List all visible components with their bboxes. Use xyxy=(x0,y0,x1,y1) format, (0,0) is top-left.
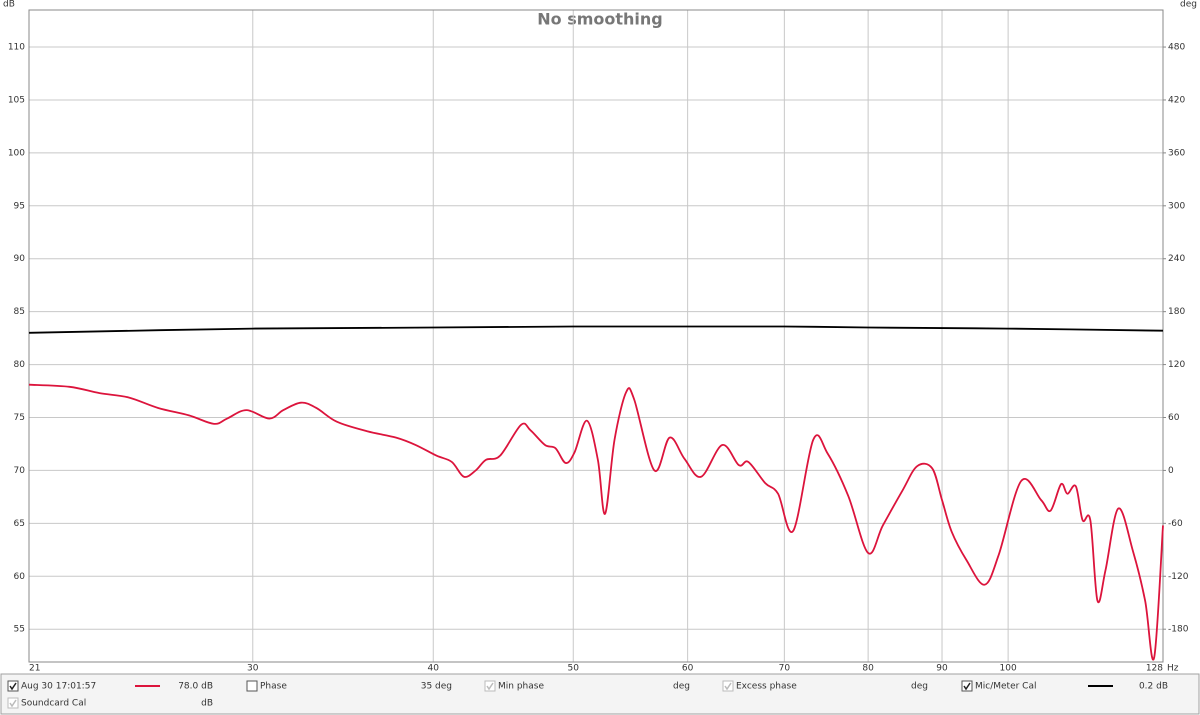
check-mark xyxy=(9,699,17,708)
checkbox[interactable] xyxy=(246,680,258,692)
y-tick-label: 80 xyxy=(14,360,26,370)
y2-tick-label: -120 xyxy=(1168,572,1189,582)
plot-frame xyxy=(28,9,1164,663)
y-tick-label: 105 xyxy=(8,95,25,105)
control-label: Excess phase xyxy=(736,682,797,692)
x-tick-label: 40 xyxy=(428,664,440,674)
control-readout: deg xyxy=(673,682,690,692)
x-tick-label: 50 xyxy=(568,664,580,674)
y2-tick-label: 60 xyxy=(1168,413,1180,423)
control-readout: dB xyxy=(201,699,213,709)
y2-tick-label: -180 xyxy=(1168,625,1189,635)
series-line xyxy=(28,383,1164,661)
x-tick-label: 80 xyxy=(862,664,874,674)
y-tick-label: 110 xyxy=(8,43,25,53)
y-tick-label: 70 xyxy=(14,466,26,476)
y2-axis-label: deg xyxy=(1180,0,1197,10)
check-mark xyxy=(724,682,732,691)
y2-tick-label: 0 xyxy=(1168,466,1174,476)
y-tick-label: 90 xyxy=(14,254,26,264)
y-tick-label: 95 xyxy=(14,201,25,211)
checkbox[interactable] xyxy=(961,680,973,692)
y2-tick-label: -60 xyxy=(1168,519,1183,529)
x-tick-label: 90 xyxy=(936,664,948,674)
y2-tick-label: 420 xyxy=(1168,95,1185,105)
legend-label: Mic/Meter Cal xyxy=(975,682,1036,692)
x-tick-label: 70 xyxy=(779,664,791,674)
x-tick-label: 30 xyxy=(247,664,259,674)
legend-panel xyxy=(0,673,1200,715)
checkbox xyxy=(7,697,19,709)
series-line xyxy=(28,325,1164,334)
legend-readout: 78.0 dB xyxy=(178,682,213,692)
control-readout: 35 deg xyxy=(421,682,452,692)
y-tick-label: 100 xyxy=(8,148,25,158)
legend-label: Aug 30 17:01:57 xyxy=(21,682,96,692)
y-tick-label: 65 xyxy=(14,519,25,529)
x-tick-label: 60 xyxy=(682,664,694,674)
control-label: Soundcard Cal xyxy=(21,699,86,709)
y2-tick-label: 360 xyxy=(1168,148,1185,158)
y-tick-label: 55 xyxy=(14,625,25,635)
control-label: Min phase xyxy=(498,682,544,692)
check-mark xyxy=(486,682,494,691)
checkbox[interactable] xyxy=(7,680,19,692)
x-tick-label: 128 xyxy=(1146,664,1163,674)
x-tick-label: 21 xyxy=(29,664,40,674)
chart-title: No smoothing xyxy=(537,10,663,29)
y-tick-label: 60 xyxy=(14,572,26,582)
control-readout: deg xyxy=(911,682,928,692)
x-axis-label: Hz xyxy=(1167,664,1179,674)
check-mark xyxy=(9,682,17,691)
checkbox xyxy=(722,680,734,692)
y2-tick-label: 300 xyxy=(1168,201,1185,211)
y2-tick-label: 120 xyxy=(1168,360,1185,370)
x-tick-label: 100 xyxy=(1000,664,1017,674)
legend-readout: 0.2 dB xyxy=(1139,682,1168,692)
y-axis-label: dB xyxy=(3,0,15,10)
y2-tick-label: 180 xyxy=(1168,307,1185,317)
checkbox xyxy=(484,680,496,692)
control-label: Phase xyxy=(260,682,287,692)
y2-tick-label: 240 xyxy=(1168,254,1185,264)
check-mark xyxy=(963,682,971,691)
y2-tick-label: 480 xyxy=(1168,43,1185,53)
y-tick-label: 75 xyxy=(14,413,25,423)
y-tick-label: 85 xyxy=(14,307,25,317)
